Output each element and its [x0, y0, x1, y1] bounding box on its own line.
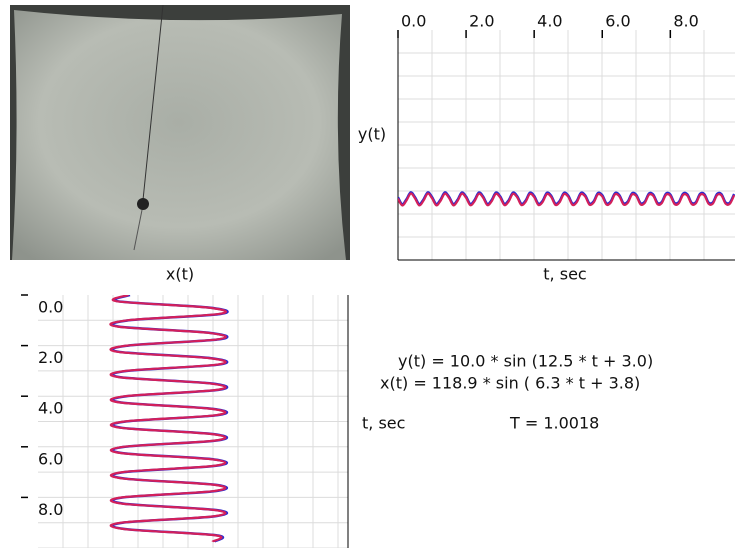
- tick-label: 6.0: [38, 449, 63, 468]
- fit-curve: [398, 194, 734, 206]
- grid: [398, 30, 735, 260]
- grid: [38, 295, 348, 548]
- app-screen: y(t) t, sec x(t) t, sec y(t) = 10.0 * si…: [0, 0, 749, 548]
- tick-label: 6.0: [605, 12, 630, 31]
- period: T = 1.0018: [509, 414, 599, 433]
- tick-label: 8.0: [38, 500, 63, 519]
- tick-label: 8.0: [673, 12, 698, 31]
- tick-label: 0.0: [38, 298, 63, 317]
- tick-label: 0.0: [401, 12, 426, 31]
- fit-curve: [110, 295, 226, 542]
- equation: y(t) = 10.0 * sin (12.5 * t + 3.0): [398, 352, 653, 371]
- x-axis-label: x(t): [166, 265, 194, 284]
- tick-label: 2.0: [38, 348, 63, 367]
- y-axis-label: y(t): [358, 125, 386, 144]
- equation: x(t) = 118.9 * sin ( 6.3 * t + 3.8): [380, 374, 640, 393]
- x-axis-label: t, sec: [543, 265, 586, 284]
- tick-label: 2.0: [469, 12, 494, 31]
- tick-label: 4.0: [537, 12, 562, 31]
- y-axis-label: t, sec: [362, 414, 405, 433]
- video-frame: [10, 5, 350, 260]
- tick-label: 4.0: [38, 399, 63, 418]
